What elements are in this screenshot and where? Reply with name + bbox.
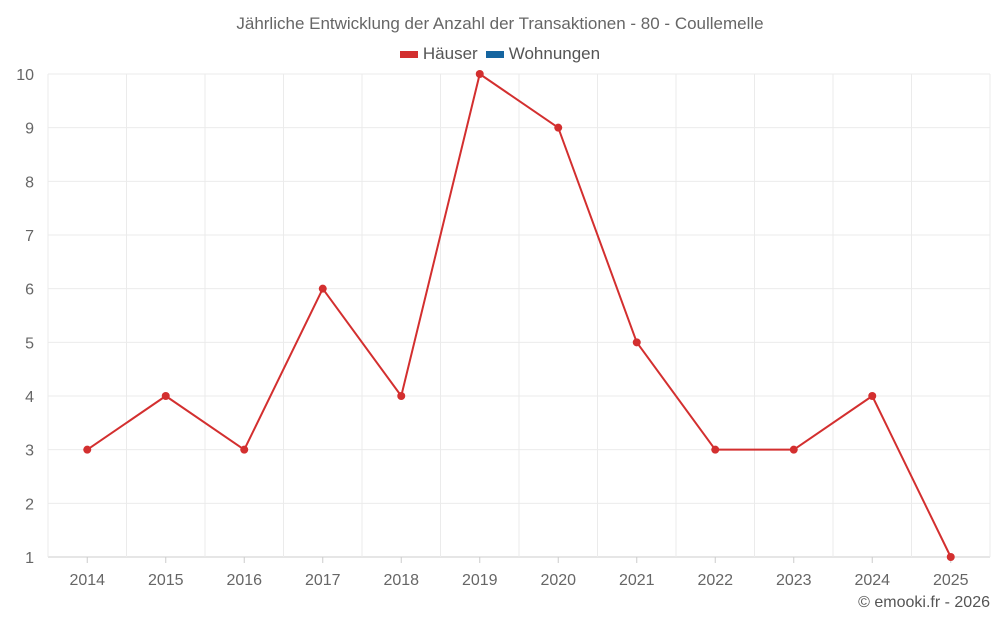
- y-tick-label: 8: [25, 174, 34, 191]
- x-tick-label: 2020: [540, 572, 576, 589]
- x-tick-label: 2018: [383, 572, 419, 589]
- data-point: [161, 392, 170, 400]
- legend: Häuser Wohnungen: [0, 44, 1000, 64]
- legend-item-wohnungen[interactable]: Wohnungen: [485, 44, 601, 64]
- data-point: [318, 284, 327, 293]
- y-tick-label: 10: [16, 67, 34, 84]
- data-point: [868, 392, 877, 400]
- copyright-credit: © emooki.fr - 2026: [858, 594, 990, 611]
- legend-item-haeuser[interactable]: Häuser: [399, 44, 478, 64]
- data-point: [711, 445, 720, 454]
- series-line-0: [86, 73, 952, 558]
- x-tick-label: 2021: [619, 572, 655, 589]
- y-tick-label: 1: [25, 550, 34, 567]
- data-point: [789, 445, 798, 454]
- data-point: [83, 445, 92, 454]
- x-tick-label: 2014: [69, 572, 105, 589]
- chart-title: Jährliche Entwicklung der Anzahl der Tra…: [236, 14, 764, 33]
- legend-label-wohnungen: Wohnungen: [508, 44, 601, 63]
- data-point: [475, 70, 484, 78]
- x-tick-label: 2016: [226, 572, 262, 589]
- legend-swatch-haeuser: [399, 50, 418, 58]
- y-tick-label: 7: [25, 228, 34, 245]
- y-tick-label: 3: [25, 443, 34, 460]
- data-point: [554, 123, 563, 132]
- y-tick-label: 9: [25, 121, 34, 138]
- data-point: [240, 445, 249, 454]
- x-tick-label: 2015: [148, 572, 184, 589]
- data-point: [397, 392, 406, 400]
- data-point: [946, 553, 955, 561]
- y-tick-label: 2: [25, 496, 34, 513]
- y-tick-label: 4: [25, 389, 34, 406]
- x-tick-label: 2024: [854, 572, 890, 589]
- y-tick-label: 5: [25, 335, 34, 352]
- data-point: [632, 338, 641, 347]
- x-tick-label: 2025: [933, 572, 969, 589]
- x-tick-label: 2017: [305, 572, 341, 589]
- x-tick-label: 2022: [697, 572, 733, 589]
- x-tick-label: 2019: [462, 572, 498, 589]
- legend-swatch-wohnungen: [485, 50, 504, 58]
- x-tick-label: 2023: [776, 572, 812, 589]
- legend-label-haeuser: Häuser: [422, 44, 478, 63]
- y-tick-label: 6: [25, 282, 34, 299]
